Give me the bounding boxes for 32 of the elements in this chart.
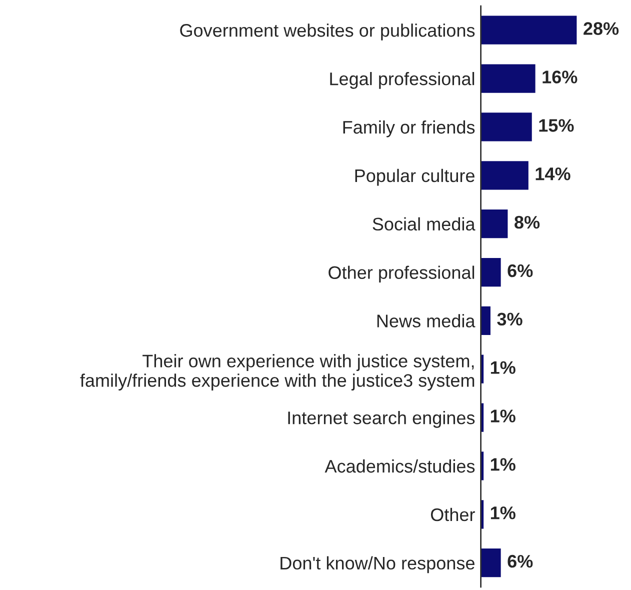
y-tick-label: Their own experience with justice system, family/friends experience with the justice3 system: [80, 354, 474, 390]
data-label: 3%: [497, 312, 522, 326]
data-label: 28%: [584, 22, 619, 35]
bar: [480, 62, 537, 94]
bar: [480, 547, 502, 579]
y-tick-label: Popular culture: [355, 168, 474, 186]
y-tick-label: Family or friends: [343, 120, 475, 138]
data-label: 1%: [490, 506, 516, 520]
y-tick-label: Other professional: [328, 266, 474, 283]
y-tick-label: Internet search engines: [288, 411, 475, 428]
bar: [480, 160, 530, 192]
data-label: 6%: [508, 554, 533, 568]
data-label: 14%: [536, 168, 570, 180]
data-label: 1%: [490, 410, 516, 422]
y-tick-label: News media: [377, 314, 476, 328]
data-label: 15%: [539, 119, 574, 132]
bar: [480, 111, 534, 143]
bar: [480, 14, 578, 46]
bar: [480, 304, 492, 336]
data-label: 1%: [490, 361, 516, 374]
bar: [480, 208, 510, 240]
data-label: 16%: [542, 70, 578, 84]
y-tick-label: Social media: [372, 217, 476, 231]
y-tick-label: Don't know/No response: [280, 556, 474, 574]
y-tick-label: Legal professional: [330, 72, 474, 89]
bar: [480, 256, 502, 288]
data-label: 1%: [490, 458, 516, 471]
y-tick-label: Academics/studies: [324, 459, 475, 473]
y-tick-label: Other: [430, 508, 475, 522]
data-label: 6%: [508, 264, 533, 278]
data-label: 8%: [514, 216, 540, 229]
y-tick-label: Government websites or publications: [180, 24, 475, 40]
